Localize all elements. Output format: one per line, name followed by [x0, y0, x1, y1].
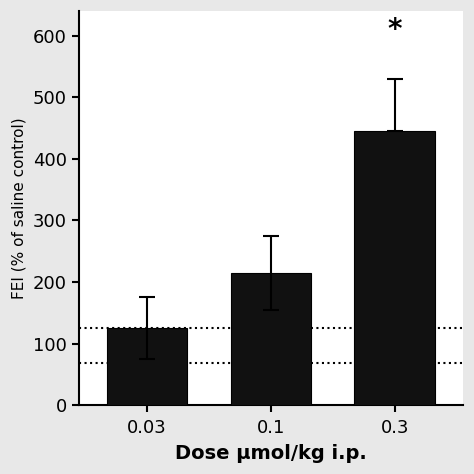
- Bar: [107, 328, 187, 405]
- Text: *: *: [388, 16, 402, 44]
- Y-axis label: FEI (% of saline control): FEI (% of saline control): [11, 117, 26, 299]
- X-axis label: Dose μmol/kg i.p.: Dose μmol/kg i.p.: [175, 444, 367, 463]
- Bar: [355, 131, 435, 405]
- Bar: [231, 273, 311, 405]
